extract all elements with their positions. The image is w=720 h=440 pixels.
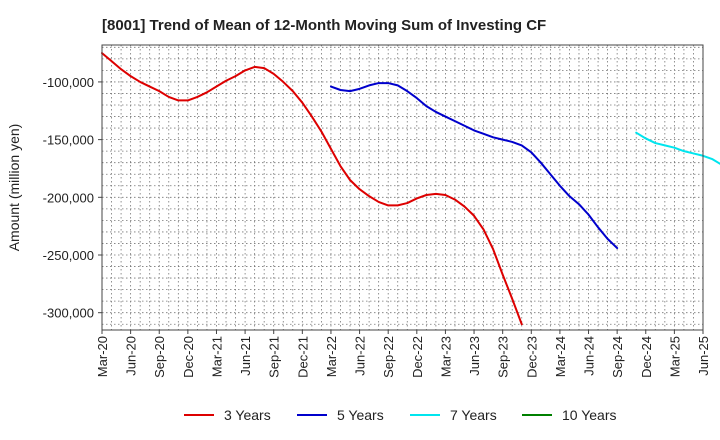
x-tick-label: Jun-25	[696, 336, 711, 376]
x-tick-label: Sep-23	[496, 336, 511, 378]
series-line-7-years	[635, 131, 720, 165]
x-tick-label: Mar-21	[209, 336, 224, 377]
x-tick-label: Jun-24	[582, 336, 597, 376]
series-line-5-years	[329, 82, 619, 250]
series-lines	[101, 52, 720, 326]
x-tick-label: Sep-20	[152, 336, 167, 378]
x-tick-label: Jun-23	[467, 336, 482, 376]
x-tick-label: Sep-21	[267, 336, 282, 378]
y-tick-label: -100,000	[43, 75, 94, 90]
x-tick-label: Jun-21	[238, 336, 253, 376]
series-line-3-years	[101, 52, 523, 326]
x-tick-label: Mar-22	[324, 336, 339, 377]
x-axis-ticks: Mar-20 Jun-20 Sep-20 Dec-20 Mar-21 Jun-21 Sep-…	[95, 330, 711, 378]
x-tick-label: Sep-24	[610, 336, 625, 378]
x-tick-label: Jun-20	[124, 336, 139, 376]
grid	[102, 45, 703, 330]
legend-label: 10 Years	[562, 407, 617, 423]
x-tick-label: Dec-20	[181, 336, 196, 378]
x-tick-label: Mar-25	[667, 336, 682, 377]
x-tick-label: Dec-24	[639, 336, 654, 378]
x-tick-label: Dec-23	[524, 336, 539, 378]
x-tick-label: Sep-22	[381, 336, 396, 378]
legend-label: 7 Years	[450, 407, 497, 423]
y-tick-label: -300,000	[43, 306, 94, 321]
x-tick-label: Mar-20	[95, 336, 110, 377]
y-tick-label: -250,000	[43, 248, 94, 263]
y-tick-label: -200,000	[43, 190, 94, 205]
plot-area-frame	[101, 44, 704, 331]
legend-label: 3 Years	[224, 407, 271, 423]
x-tick-label: Jun-22	[353, 336, 368, 376]
x-tick-label: Mar-24	[553, 336, 568, 377]
x-tick-label: Mar-23	[438, 336, 453, 377]
x-tick-label: Dec-21	[295, 336, 310, 378]
legend-label: 5 Years	[337, 407, 384, 423]
y-axis-label: Amount (million yen)	[6, 124, 22, 252]
y-axis-ticks: -100,000 -150,000 -200,000 -250,000 -300,000	[43, 75, 102, 321]
y-tick-label: -150,000	[43, 133, 94, 148]
legend: 3 Years 5 Years 7 Years 10 Years	[184, 407, 617, 423]
chart-title: [8001] Trend of Mean of 12-Month Moving …	[102, 17, 546, 34]
x-tick-label: Dec-22	[410, 336, 425, 378]
